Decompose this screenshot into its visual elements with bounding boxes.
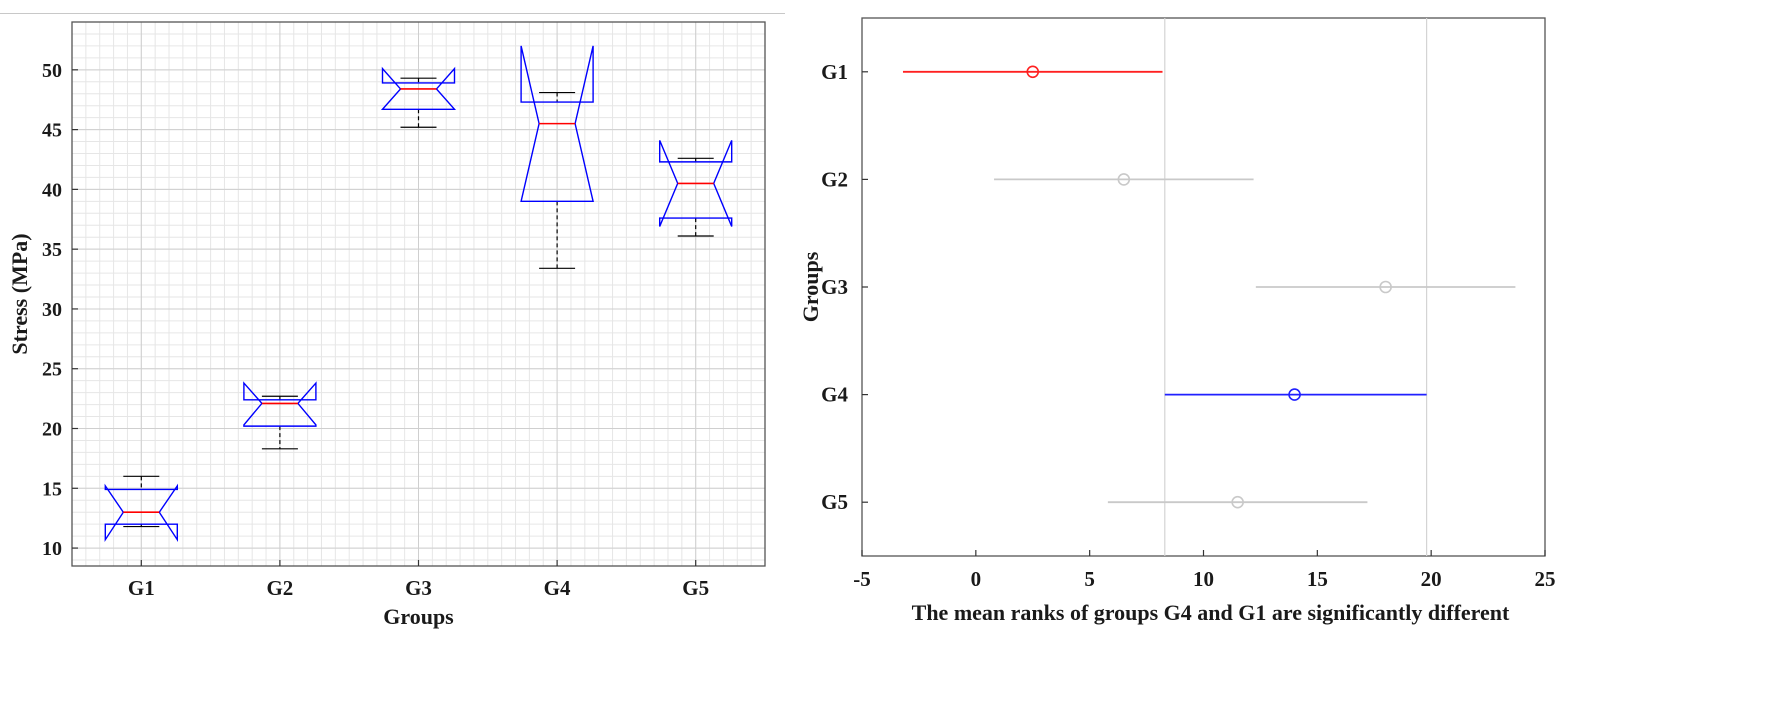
- y-tick-label: 15: [42, 478, 62, 500]
- mean-marker-g1: [1026, 65, 1040, 79]
- box-outline: [659, 140, 733, 227]
- y-tick-label: G5: [821, 490, 848, 514]
- x-tick-label: 0: [971, 567, 982, 591]
- x-tick-label: G1: [128, 576, 155, 600]
- x-tick-label: 25: [1535, 567, 1556, 591]
- y-axis-label: Stress (MPa): [7, 233, 32, 354]
- top-divider: [0, 13, 785, 14]
- x-tick-label: G5: [682, 576, 709, 600]
- y-axis-label: Groups: [798, 251, 823, 322]
- box-outline: [520, 45, 594, 203]
- boxplot-chart: 10 15 20 25 30 35 40 45 50 G1 G2 G3 G4 G5 Groups Stress…: [7, 21, 766, 629]
- y-tick-label: G1: [821, 60, 848, 84]
- x-axis-label: The mean ranks of groups G4 and G1 are s…: [912, 600, 1510, 625]
- x-tick-label: G3: [405, 576, 432, 600]
- x-tick-label: G2: [266, 576, 293, 600]
- y-tick-label: 40: [42, 179, 62, 201]
- mean-marker-g2: [1117, 173, 1131, 186]
- y-tick-label: G4: [821, 383, 848, 407]
- y-tick-label: 10: [42, 538, 62, 560]
- y-tick-label: 25: [42, 359, 62, 381]
- x-tick-label: G4: [544, 576, 571, 600]
- x-tick-label: 10: [1193, 567, 1214, 591]
- y-tick-label: 20: [42, 419, 62, 441]
- box-outline: [104, 483, 179, 543]
- box-outline: [380, 66, 457, 110]
- y-tick-label: 30: [42, 299, 62, 321]
- mean-marker-g3: [1379, 280, 1392, 294]
- y-tick-label: G3: [821, 275, 848, 299]
- x-tick-label: 5: [1084, 567, 1095, 591]
- y-tick-label: 35: [42, 239, 62, 261]
- y-tick-label: 45: [42, 120, 62, 142]
- x-tick-label: 15: [1307, 567, 1328, 591]
- multcompare-chart: -5 0 5 10 15 20 25 G1 G2 G3 G4 G5 The mean ranks of …: [798, 17, 1556, 625]
- x-tick-label: 20: [1421, 567, 1442, 591]
- y-tick-label: G2: [821, 167, 848, 191]
- box-outline: [243, 381, 317, 427]
- y-tick-label: 50: [42, 60, 62, 82]
- x-axis-label: Groups: [383, 604, 454, 629]
- x-tick-label: -5: [853, 567, 871, 591]
- mean-marker-g4: [1288, 388, 1301, 401]
- mean-marker-g5: [1231, 495, 1244, 509]
